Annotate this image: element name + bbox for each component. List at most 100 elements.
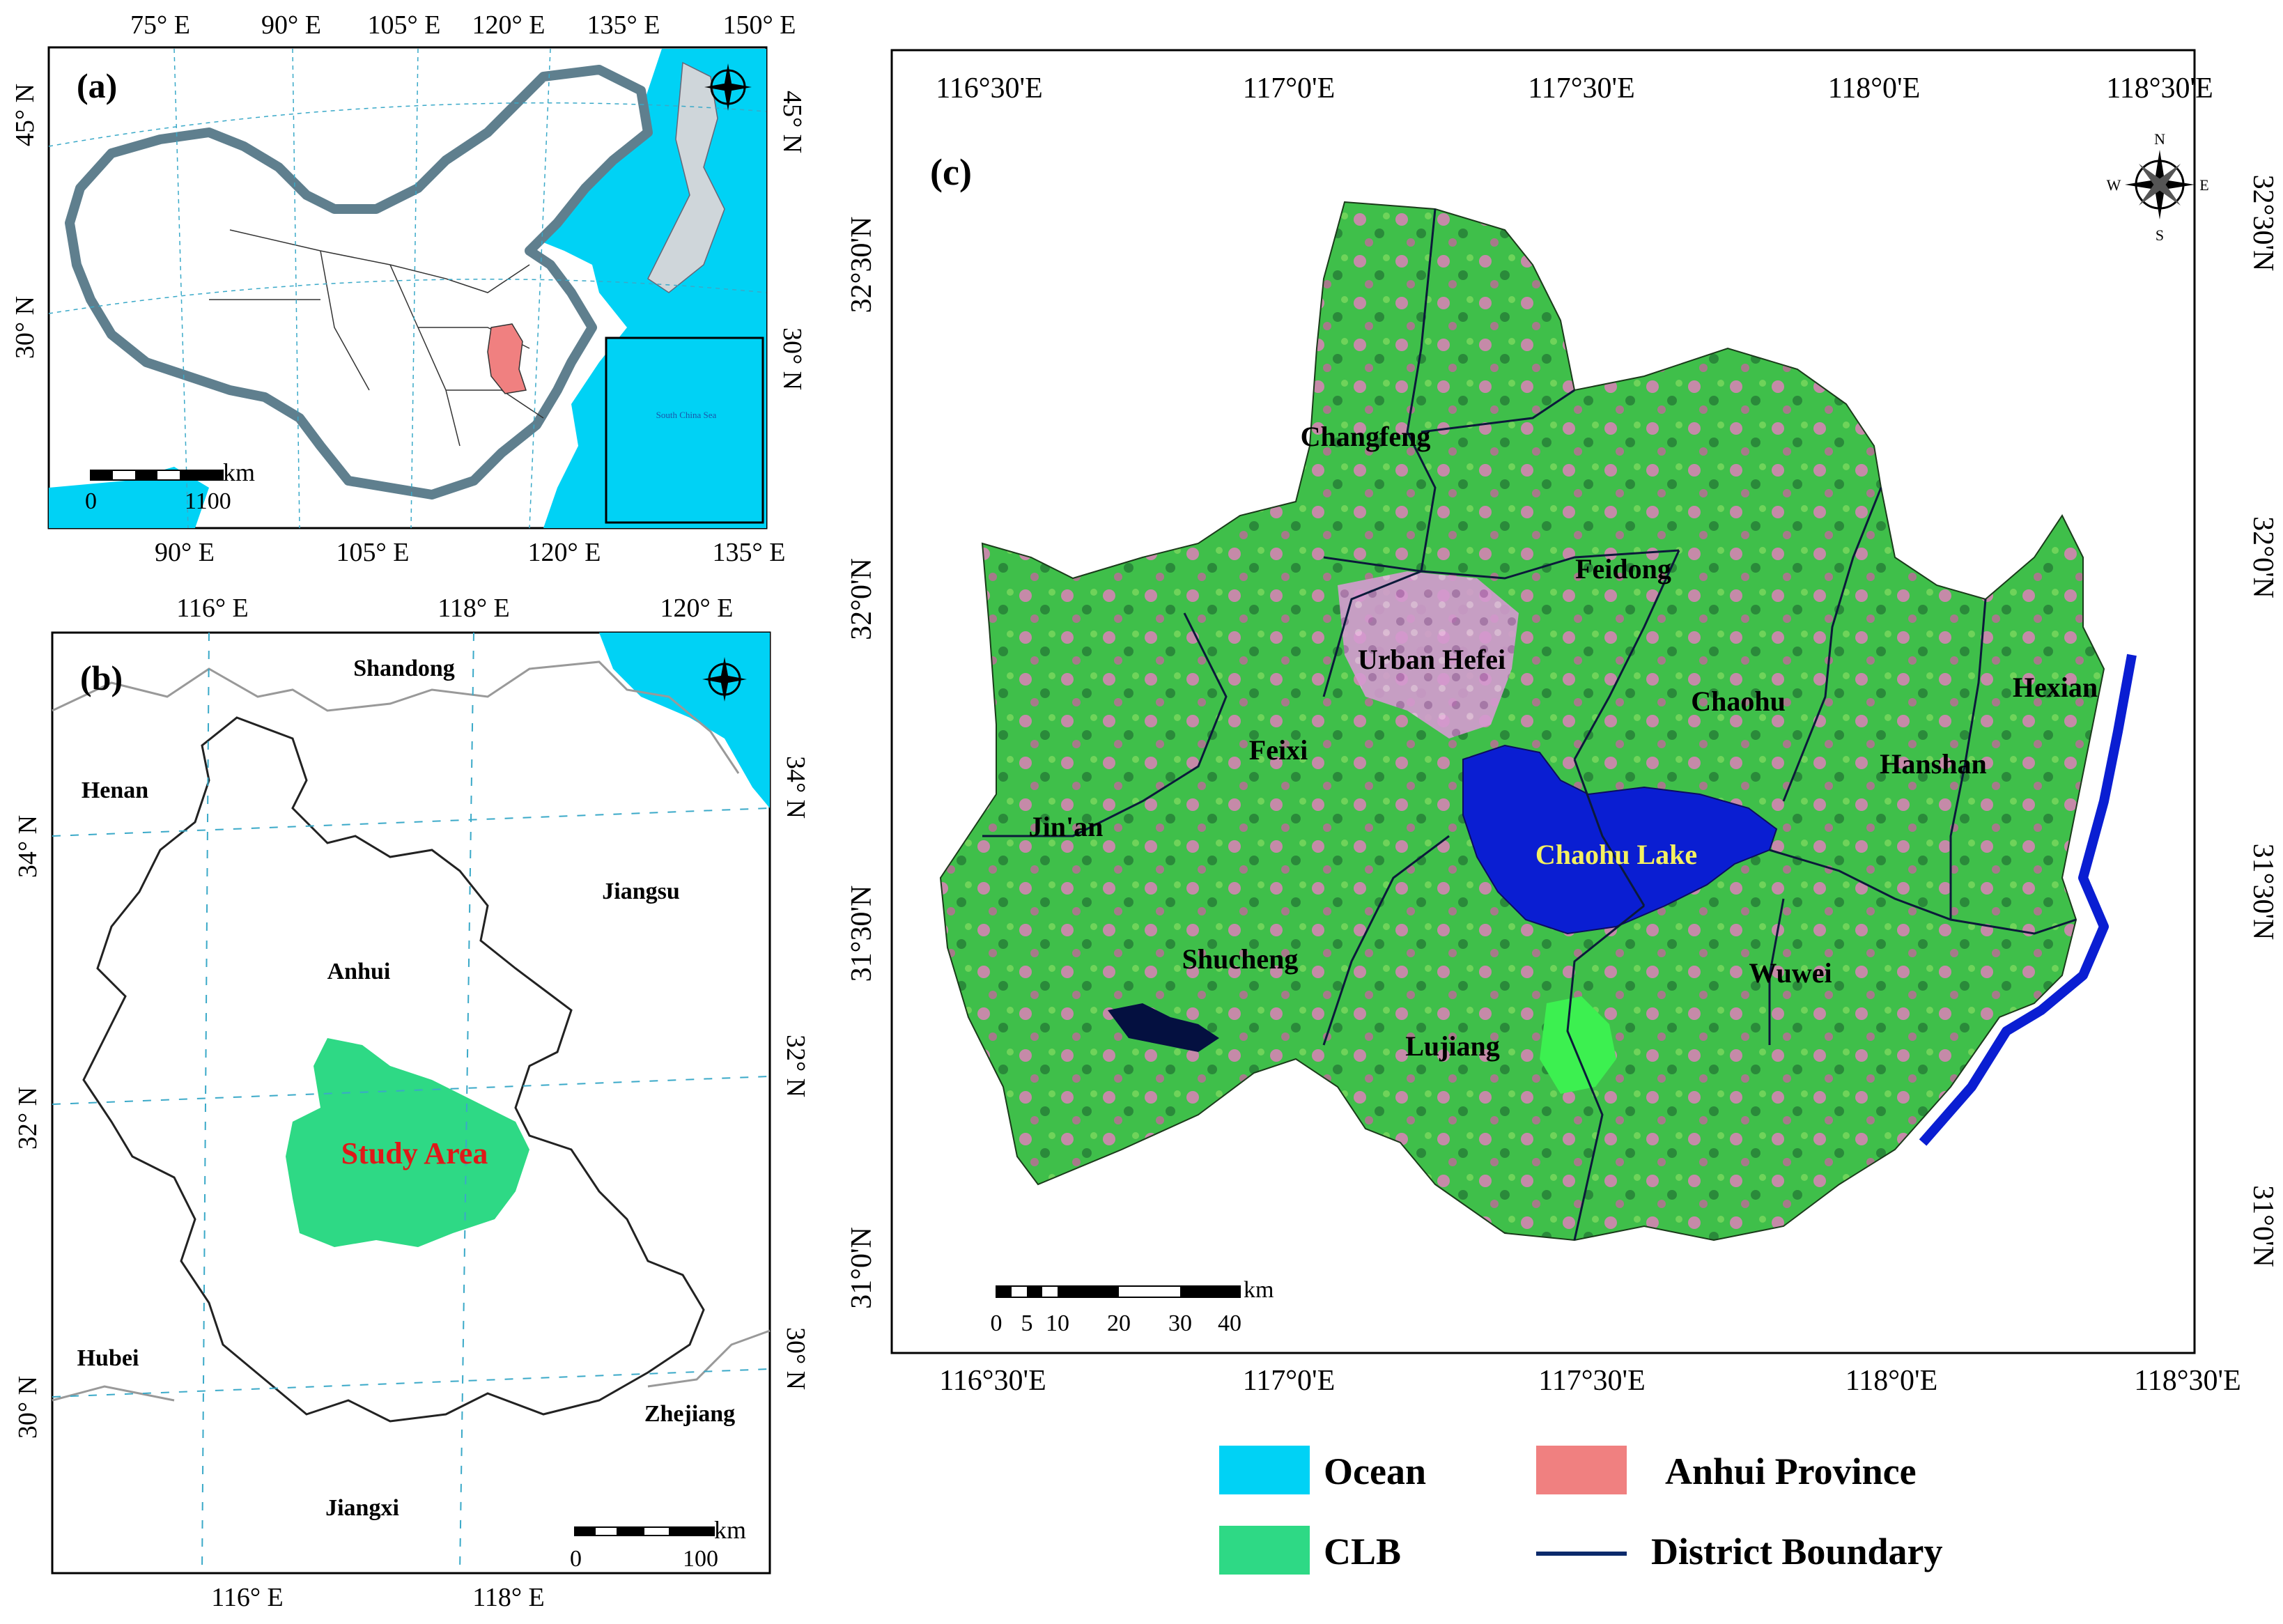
panel-b-study-area xyxy=(286,1038,529,1247)
panel-c-compass-w: W xyxy=(2107,176,2121,194)
panel-c-green-patch xyxy=(1540,996,1616,1094)
panel-a-china-map: South China Sea (a) km 0 1100 75° E 90° … xyxy=(10,10,807,567)
panel-a-bottom-tick: 135° E xyxy=(713,538,786,567)
panel-a-scale-bar: km 0 1100 xyxy=(85,458,255,514)
panel-b-place-henan: Henan xyxy=(82,778,148,803)
panel-b-bottom-tick: 116° E xyxy=(211,1583,284,1612)
panel-c-left-tick: 31°30'N xyxy=(846,886,878,982)
panel-c-district-boundaries xyxy=(982,208,2077,1241)
panel-b-right-tick: 30° N xyxy=(781,1327,808,1390)
panel-c-compass-icon: N S E W xyxy=(2107,130,2209,244)
panel-c-study-region xyxy=(939,201,2105,1242)
panel-c-top-tick: 116°30'E xyxy=(936,72,1042,105)
panel-c-top-tick: 117°0'E xyxy=(1243,72,1335,105)
panel-c-bottom-tick: 118°30'E xyxy=(2134,1365,2241,1397)
panel-c-district-hanshan: Hanshan xyxy=(1880,748,1986,780)
panel-a-anhui xyxy=(487,323,527,394)
panel-b-place-shandong: Shandong xyxy=(353,656,455,681)
panel-c-scale-tick: 20 xyxy=(1107,1310,1131,1336)
panel-b-left-tick: 32° N xyxy=(13,1087,42,1150)
panel-a-inset xyxy=(605,337,764,524)
legend: Ocean Anhui Province CLB District Bounda… xyxy=(1219,1446,1943,1575)
panel-c-district-hexian: Hexian xyxy=(2013,672,2098,703)
panel-a-left-tick: 45° N xyxy=(10,84,40,146)
panel-b-left-tick: 30° N xyxy=(13,1376,42,1439)
legend-clb-swatch xyxy=(1219,1526,1310,1575)
panel-b-bottom-tick: 118° E xyxy=(472,1583,545,1612)
panel-c-reservoir xyxy=(1108,1003,1219,1052)
panel-c-left-tick: 31°0'N xyxy=(846,1227,878,1309)
panel-b-scale-bar: km 0 100 xyxy=(570,1516,746,1572)
panel-c-district-urban-hefei: Urban Hefei xyxy=(1358,644,1506,675)
panel-a-bottom-tick: 120° E xyxy=(528,538,601,567)
legend-anhui-swatch xyxy=(1536,1446,1627,1494)
panel-a-graticule xyxy=(48,48,767,529)
panel-a-right-tick: 45° N xyxy=(777,91,807,153)
panel-c-label: (c) xyxy=(930,151,972,193)
panel-c-scale-tick: 5 xyxy=(1021,1310,1033,1336)
panel-b-anhui-map: (b) Shandong Henan Jiangsu Anhui Hubei Z… xyxy=(13,594,808,1612)
panel-c-left-tick: 32°30'N xyxy=(846,217,878,314)
panel-a-scale-start: 0 xyxy=(85,488,97,514)
panel-b-place-jiangxi: Jiangxi xyxy=(325,1495,399,1521)
panel-c-scale-tick: 0 xyxy=(991,1310,1003,1336)
panel-c-district-wuwei: Wuwei xyxy=(1749,957,1832,989)
panel-a-inset-label: South China Sea xyxy=(656,410,717,420)
panel-c-scale-tick: 10 xyxy=(1046,1310,1069,1336)
panel-c-study-area-map: Changfeng Feidong Urban Hefei Feixi Chao… xyxy=(846,49,2279,1397)
panel-a-top-tick: 75° E xyxy=(130,10,190,40)
panel-b-graticule xyxy=(52,632,771,1574)
panel-b-right-tick: 34° N xyxy=(781,756,808,819)
panel-a-scale-unit: km xyxy=(223,458,255,486)
panel-c-left-tick: 32°0'N xyxy=(846,558,878,640)
panel-b-top-tick: 118° E xyxy=(438,594,510,623)
panel-c-compass-n: N xyxy=(2154,130,2165,148)
legend-clb-label: CLB xyxy=(1324,1531,1401,1572)
panel-b-study-area-label: Study Area xyxy=(341,1136,488,1170)
panel-c-right-tick: 31°30'N xyxy=(2247,844,2279,941)
panel-c-top-tick: 118°30'E xyxy=(2106,72,2213,105)
panel-c-bottom-tick: 117°30'E xyxy=(1538,1365,1645,1397)
panel-c-district-lujiang: Lujiang xyxy=(1405,1030,1500,1062)
panel-c-right-tick: 32°0'N xyxy=(2247,516,2279,598)
panel-a-right-tick: 30° N xyxy=(777,327,807,390)
panel-c-district-jinan: Jin'an xyxy=(1029,811,1104,842)
panel-b-top-tick: 116° E xyxy=(176,594,249,623)
panel-b-neighbor-boundaries xyxy=(52,660,771,1402)
panel-b-label: (b) xyxy=(80,658,123,697)
panel-a-province-lines xyxy=(209,229,544,447)
panel-a-top-tick: 135° E xyxy=(587,10,660,40)
panel-b-place-anhui: Anhui xyxy=(327,959,391,984)
panel-b-place-hubei: Hubei xyxy=(77,1345,139,1371)
panel-b-place-zhejiang: Zhejiang xyxy=(644,1401,735,1427)
panel-c-chaohu-lake xyxy=(1462,744,1778,935)
panel-c-urban-area xyxy=(1338,571,1519,738)
panel-c-river xyxy=(1919,654,2137,1146)
panel-b-right-tick: 32° N xyxy=(781,1035,808,1097)
panel-b-scale-unit: km xyxy=(714,1516,746,1544)
panel-c-scale-tick: 40 xyxy=(1218,1310,1241,1336)
panel-c-bottom-tick: 118°0'E xyxy=(1845,1365,1937,1397)
panel-c-scale-unit: km xyxy=(1244,1277,1274,1303)
panel-c-compass-s: S xyxy=(2156,226,2164,244)
panel-c-scale-bar: km 0 5 10 20 30 40 xyxy=(991,1277,1274,1336)
panel-c-district-shucheng: Shucheng xyxy=(1182,943,1299,975)
panel-a-bottom-tick: 105° E xyxy=(336,538,410,567)
panel-a-top-tick: 90° E xyxy=(261,10,321,40)
panel-c-top-tick: 117°30'E xyxy=(1528,72,1634,105)
panel-a-neighbor-land xyxy=(647,61,725,293)
panel-a-top-tick: 120° E xyxy=(472,10,545,40)
panel-a-top-tick: 105° E xyxy=(368,10,441,40)
panel-c-right-tick: 32°30'N xyxy=(2247,175,2279,272)
panel-b-place-jiangsu: Jiangsu xyxy=(602,879,680,904)
panel-c-bottom-tick: 116°30'E xyxy=(939,1365,1046,1397)
panel-c-district-chaohu: Chaohu xyxy=(1691,686,1786,717)
legend-anhui-label: Anhui Province xyxy=(1665,1451,1917,1492)
panel-c-compass-e: E xyxy=(2199,176,2208,194)
panel-c-right-tick: 31°0'N xyxy=(2247,1185,2279,1267)
panel-a-top-tick: 150° E xyxy=(723,10,796,40)
legend-boundary-label: District Boundary xyxy=(1651,1531,1943,1572)
panel-b-scale-start: 0 xyxy=(570,1546,582,1572)
legend-ocean-label: Ocean xyxy=(1324,1451,1426,1492)
panel-b-compass-icon xyxy=(702,657,747,702)
